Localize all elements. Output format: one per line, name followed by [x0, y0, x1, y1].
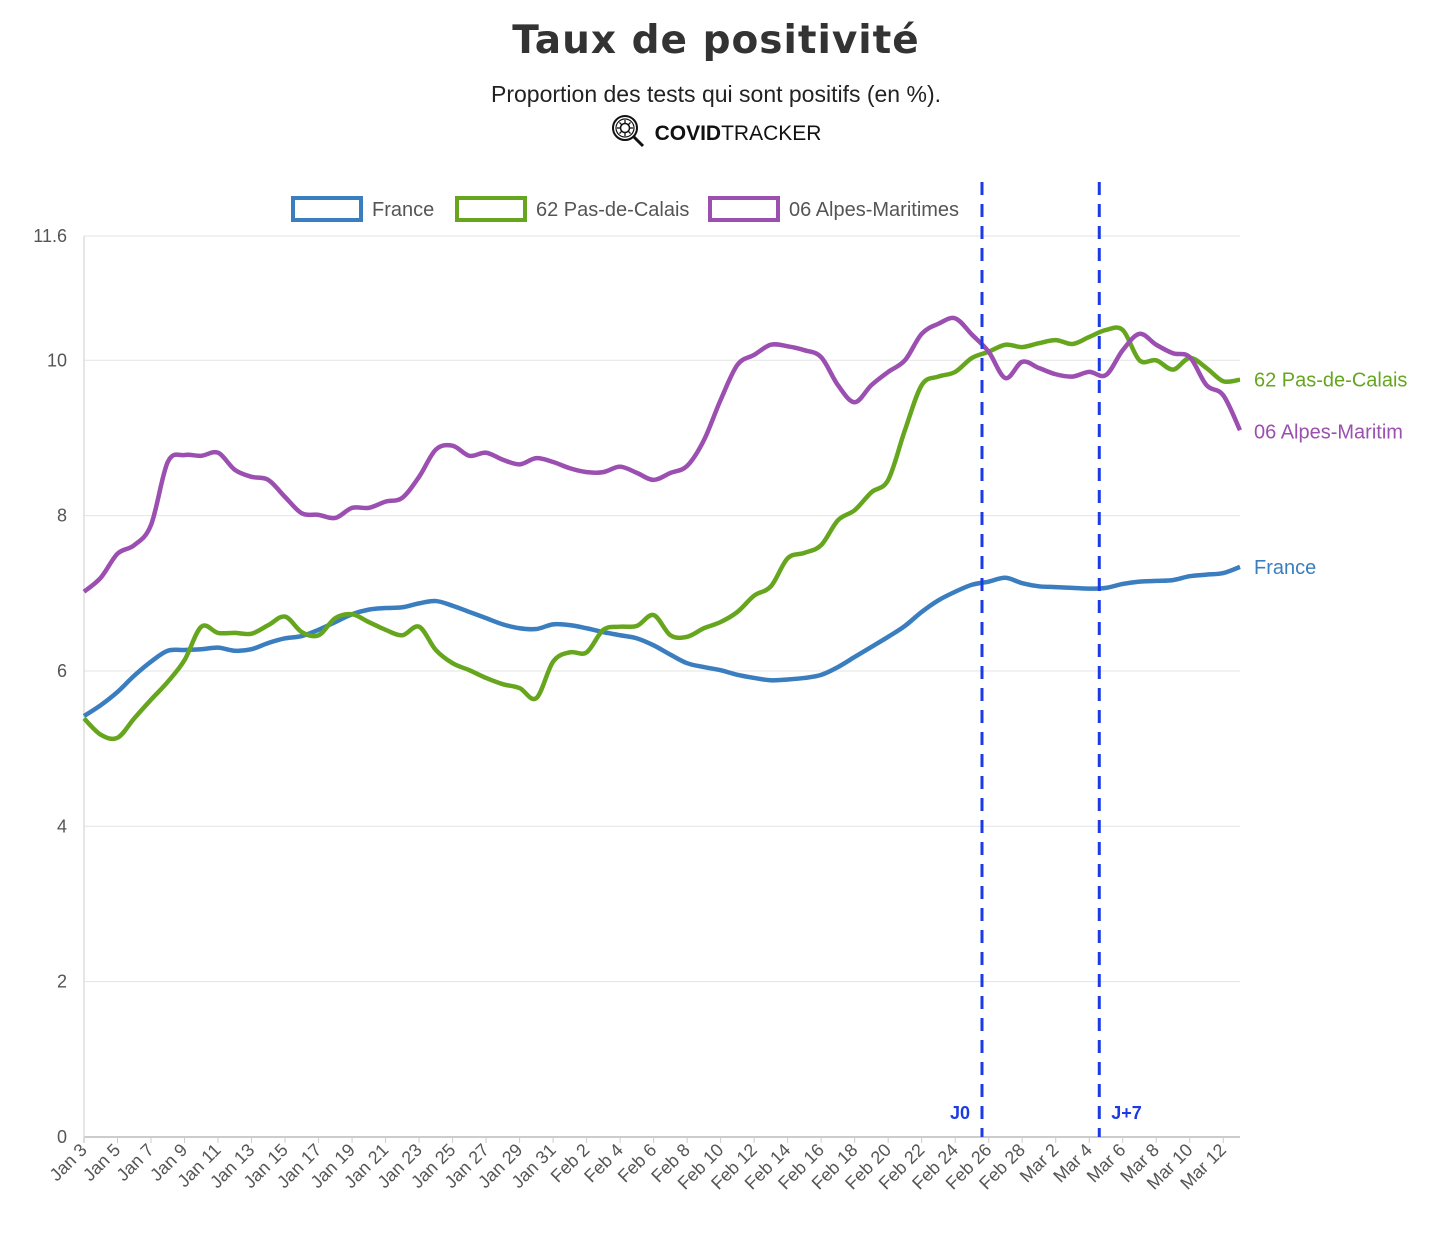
y-tick-label: 2 [57, 972, 67, 992]
series-end-label: 62 Pas-de-Calais [1254, 370, 1407, 392]
legend-swatch [708, 196, 780, 222]
series-line-0 [82, 564, 1241, 718]
y-tick-label: 0 [57, 1127, 67, 1147]
legend-item-0[interactable]: France [291, 196, 434, 222]
y-tick-label: 11.6 [33, 226, 67, 246]
chart-subtitle: Proportion des tests qui sont positifs (… [491, 81, 941, 107]
series-line-2 [82, 315, 1243, 594]
y-axis: 0 2 4 6 8 10 11.6 [33, 226, 85, 1147]
series-end-label: 06 Alpes-Maritim [1254, 422, 1403, 444]
chart-title: Taux de positivité [512, 18, 920, 63]
annotations: J0 J+7 [950, 182, 1142, 1137]
series-line-1 [82, 325, 1241, 742]
x-tick-label: Jan 7 [113, 1140, 158, 1185]
virus-magnifier-icon [611, 114, 645, 154]
legend-item-1[interactable]: 62 Pas-de-Calais [455, 196, 689, 222]
y-tick-label: 8 [57, 506, 67, 526]
series-end-label: France [1254, 557, 1316, 579]
annotation-label: J+7 [1111, 1103, 1142, 1123]
legend-item-2[interactable]: 06 Alpes-Maritimes [708, 196, 959, 222]
x-tick-label: Jan 5 [79, 1140, 124, 1185]
y-tick-label: 10 [47, 350, 67, 370]
brand-bold: COVID [654, 122, 722, 145]
legend-swatch [455, 196, 527, 222]
legend-label: 06 Alpes-Maritimes [789, 199, 959, 221]
series-lines [82, 315, 1243, 742]
legend-label: France [372, 199, 434, 221]
legend-swatch [291, 196, 363, 222]
brand-logo: COVIDTRACKER [0, 114, 1432, 154]
brand-regular: TRACKER [721, 122, 822, 145]
annotation-label: J0 [950, 1103, 970, 1123]
end-labels: France 62 Pas-de-Calais 06 Alpes-Maritim [1254, 370, 1407, 579]
y-tick-label: 6 [57, 661, 67, 681]
y-tick-label: 4 [57, 816, 67, 836]
grid-lines [84, 235, 1240, 1138]
legend-label: 62 Pas-de-Calais [536, 199, 689, 221]
x-tick-label: Jan 3 [46, 1140, 91, 1185]
legend: France 62 Pas-de-Calais 06 Alpes-Maritimes [291, 196, 959, 222]
